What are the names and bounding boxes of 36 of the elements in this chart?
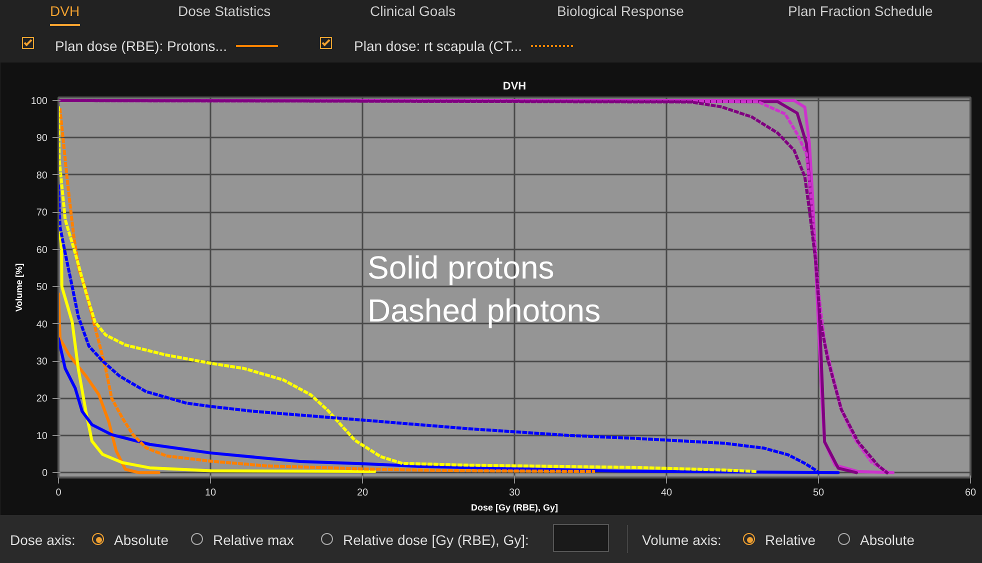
y-tick-label: 20 [36, 394, 48, 405]
text: Relative [765, 531, 816, 550]
text: Relative max [213, 531, 294, 550]
text: Absolute [860, 531, 914, 550]
line-series [58, 292, 160, 474]
x-tick-label: 40 [660, 488, 672, 498]
y-tick-label: 80 [36, 170, 48, 182]
text: Plan dose (RBE): Protons... [55, 37, 227, 56]
y-tick-label: 30 [36, 356, 48, 368]
x-tick-label: 30 [508, 488, 520, 498]
y-tick-label: 70 [36, 208, 48, 219]
text: Clinical Goals [370, 2, 456, 21]
x-tick-label: 50 [812, 488, 824, 498]
text: Biological Response [557, 2, 684, 21]
text: DVH [50, 1, 80, 26]
text: Volume axis: [642, 531, 722, 550]
y-tick-label: 90 [36, 133, 48, 144]
y-tick-label: 10 [36, 430, 48, 442]
y-tick-label: 0 [42, 468, 48, 480]
x-tick-label: 60 [964, 488, 976, 498]
x-tick-label: 0 [56, 488, 62, 498]
chart-title: DVH [502, 80, 526, 92]
text: Plan dose: rt scapula (CT... [354, 37, 522, 56]
y-tick-label: 100 [30, 96, 48, 107]
text: Dose axis: [10, 531, 76, 550]
text: Dose Statistics [178, 2, 271, 21]
x-tick-label: 20 [356, 488, 368, 498]
y-tick-label: 60 [36, 244, 48, 256]
text: Absolute [114, 531, 168, 550]
y-axis-title: Volume [%] [14, 263, 24, 312]
x-tick-label: 10 [204, 488, 216, 498]
text: Relative dose [Gy (RBE), Gy]: [343, 531, 529, 550]
x-axis-title: Dose [Gy (RBE), Gy] [470, 502, 558, 512]
y-tick-label: 40 [36, 319, 48, 330]
text: Plan Fraction Schedule [788, 2, 933, 21]
y-tick-label: 50 [36, 282, 48, 294]
